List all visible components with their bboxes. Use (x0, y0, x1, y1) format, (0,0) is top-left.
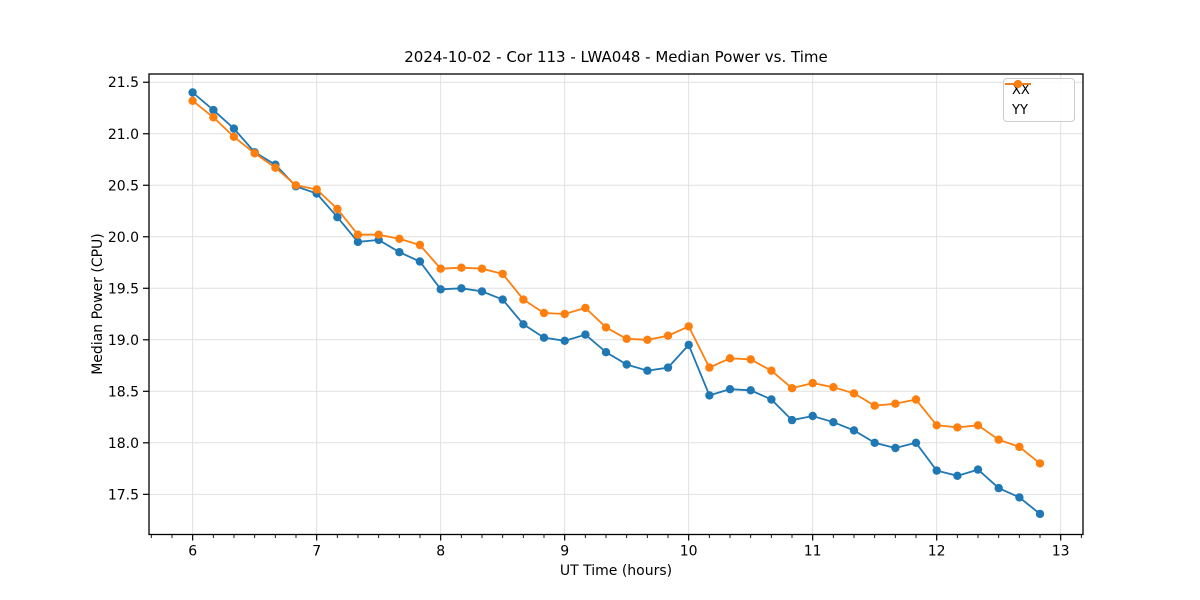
grid-lines (149, 74, 1083, 535)
y-axis-label: Median Power (CPU) (90, 233, 106, 375)
svg-text:18.0: 18.0 (108, 436, 139, 452)
svg-text:8: 8 (436, 544, 445, 560)
x-axis-label: UT Time (hours) (560, 563, 672, 579)
axes (143, 73, 1084, 541)
svg-text:17.5: 17.5 (108, 487, 139, 503)
legend-label-yy: YY (1012, 102, 1028, 118)
svg-text:20.5: 20.5 (108, 178, 139, 194)
svg-text:13: 13 (1052, 544, 1070, 560)
chart-title: 2024-10-02 - Cor 113 - LWA048 - Median P… (404, 48, 828, 66)
svg-text:6: 6 (188, 544, 197, 560)
svg-text:18.5: 18.5 (108, 384, 139, 400)
data-series (188, 88, 1045, 519)
svg-text:21.0: 21.0 (108, 127, 139, 143)
legend-line-marker-yy (1005, 80, 1031, 88)
svg-text:19.0: 19.0 (108, 333, 139, 349)
svg-text:12: 12 (928, 544, 946, 560)
legend-entry-yy: YY (1005, 80, 1074, 119)
svg-text:20.0: 20.0 (108, 230, 139, 246)
svg-text:11: 11 (804, 544, 822, 560)
svg-text:10: 10 (680, 544, 698, 560)
tick-labels: 6 7 8 9 10 11 12 13 17.5 18.0 18.5 19.0 19.5 20.0 20.5… (108, 75, 1070, 559)
svg-text:19.5: 19.5 (108, 281, 139, 297)
svg-text:9: 9 (560, 544, 569, 560)
svg-text:21.5: 21.5 (108, 75, 139, 91)
legend: XX YY (1003, 78, 1075, 122)
svg-text:7: 7 (312, 544, 321, 560)
